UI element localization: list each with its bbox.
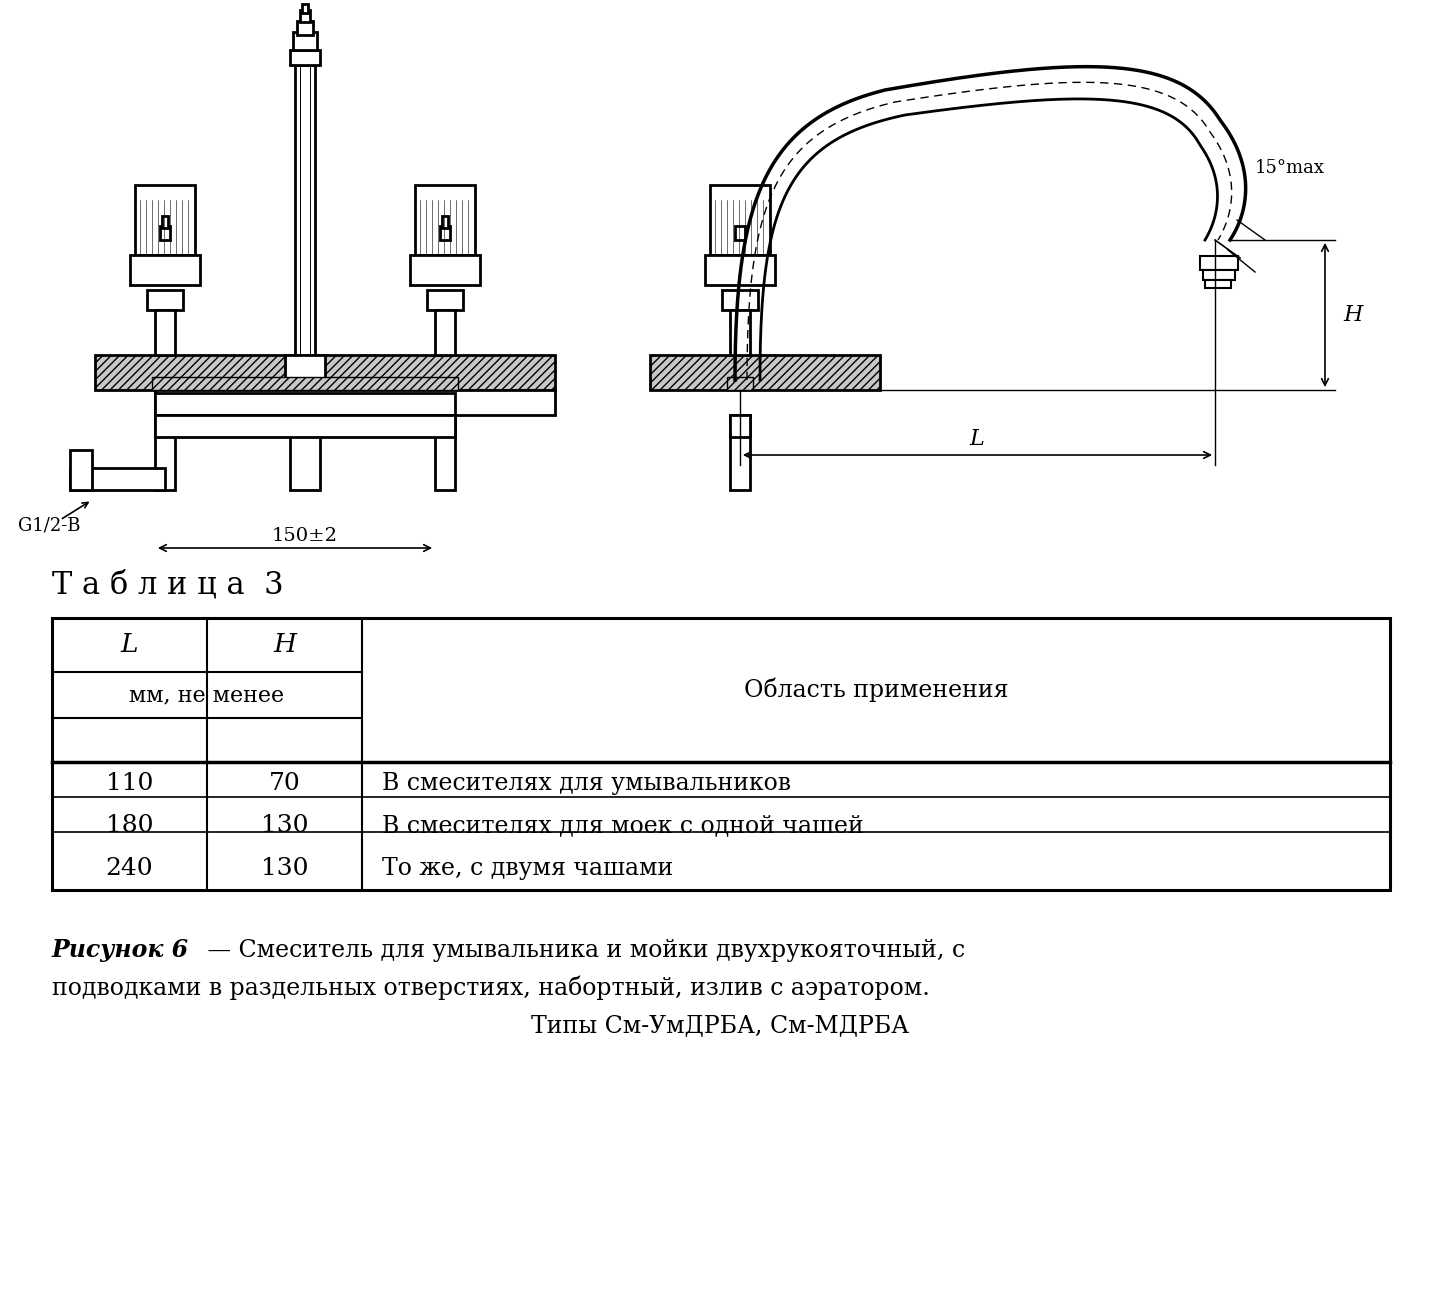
- Text: L: L: [121, 633, 138, 657]
- Bar: [1202, 269, 1236, 280]
- Bar: [130, 255, 200, 285]
- Bar: [649, 354, 880, 391]
- Bar: [52, 617, 1390, 889]
- Bar: [721, 290, 757, 309]
- Bar: [71, 450, 92, 490]
- Bar: [734, 226, 744, 240]
- Bar: [730, 309, 750, 354]
- Bar: [410, 255, 480, 285]
- Bar: [285, 354, 325, 380]
- Text: В смесителях для моек с одной чашей: В смесителях для моек с одной чашей: [382, 815, 864, 838]
- Text: 110: 110: [105, 772, 153, 795]
- Bar: [710, 186, 770, 255]
- Text: Рисунок 6: Рисунок 6: [52, 938, 189, 962]
- Text: То же, с двумя чашами: То же, с двумя чашами: [382, 857, 674, 880]
- Bar: [153, 376, 458, 391]
- Text: В смесителях для умывальников: В смесителях для умывальников: [382, 772, 791, 795]
- Bar: [71, 468, 166, 490]
- Bar: [156, 393, 455, 415]
- Bar: [292, 32, 317, 50]
- Text: — Смеситель для умывальника и мойки двухрукояточный, с: — Смеситель для умывальника и мойки двух…: [200, 938, 965, 962]
- Text: 15°max: 15°max: [1256, 159, 1325, 177]
- Bar: [730, 415, 750, 437]
- Bar: [302, 4, 308, 13]
- Bar: [156, 309, 176, 354]
- Text: мм, не менее: мм, не менее: [130, 684, 285, 706]
- Bar: [289, 50, 320, 64]
- Bar: [300, 10, 310, 22]
- Bar: [161, 217, 168, 228]
- Bar: [441, 226, 449, 240]
- Bar: [156, 415, 176, 490]
- Text: 70: 70: [269, 772, 301, 795]
- Bar: [1205, 280, 1231, 287]
- Text: 150±2: 150±2: [272, 527, 338, 545]
- Text: G1/2-В: G1/2-В: [17, 516, 81, 534]
- Text: Типы См-УмДРБА, См-МДРБА: Типы См-УмДРБА, См-МДРБА: [531, 1014, 909, 1038]
- Text: 240: 240: [105, 857, 153, 880]
- Text: H: H: [1344, 304, 1362, 326]
- Text: Т а б л и ц а  3: Т а б л и ц а 3: [52, 570, 284, 601]
- Bar: [147, 290, 183, 309]
- Bar: [415, 186, 475, 255]
- Bar: [730, 415, 750, 490]
- Bar: [435, 415, 455, 490]
- Bar: [295, 64, 315, 354]
- Text: H: H: [274, 633, 297, 657]
- Text: 130: 130: [261, 857, 308, 880]
- Bar: [160, 226, 170, 240]
- Bar: [706, 255, 775, 285]
- Bar: [442, 217, 448, 228]
- Bar: [727, 376, 753, 391]
- Bar: [289, 415, 320, 490]
- Text: Область применения: Область применения: [743, 678, 1008, 703]
- Text: 130: 130: [261, 815, 308, 838]
- Bar: [428, 290, 464, 309]
- Bar: [95, 354, 554, 391]
- Bar: [297, 21, 312, 35]
- Bar: [1200, 257, 1238, 269]
- Bar: [156, 391, 554, 415]
- Text: L: L: [969, 428, 985, 450]
- Text: подводками в раздельных отверстиях, набортный, излив с аэратором.: подводками в раздельных отверстиях, набо…: [52, 976, 930, 1000]
- Text: 180: 180: [105, 815, 153, 838]
- Bar: [156, 415, 455, 437]
- Bar: [135, 186, 194, 255]
- Bar: [435, 309, 455, 354]
